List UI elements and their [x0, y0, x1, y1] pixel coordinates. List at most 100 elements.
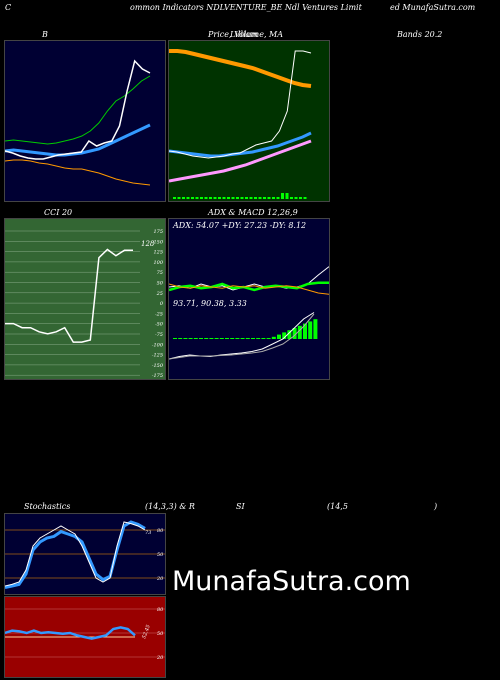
- rsi-last-value: 52.45: [141, 624, 152, 640]
- volume-bar: [191, 197, 194, 199]
- cci-tick-label: -150: [152, 363, 164, 369]
- macd-histogram-bar: [277, 334, 281, 339]
- macd-histogram-bar: [230, 338, 235, 339]
- volume-bar: [258, 197, 262, 199]
- macd-histogram-bar: [173, 338, 177, 339]
- price-long-ma: [169, 49, 312, 88]
- volume-bar: [267, 197, 271, 199]
- volume-bar: [245, 197, 248, 199]
- stoch-params: (14,3,3) & R: [145, 502, 195, 511]
- stoch-k-line: [5, 521, 146, 587]
- stoch-d-line: [5, 520, 146, 590]
- cci-tick-label: 125: [153, 250, 163, 256]
- macd-histogram-bar: [199, 338, 203, 339]
- bands-title-right: Bands 20.2: [397, 30, 443, 39]
- cci-tick-label: 0: [160, 301, 164, 307]
- macd-signal-line: [169, 313, 315, 360]
- rsi-close: ): [434, 502, 438, 511]
- rsi-panel: 80 50 20 52.45: [4, 596, 166, 678]
- rsi-params: (14,5: [327, 502, 348, 511]
- cci-tick-label: -50: [155, 322, 164, 328]
- volume-bar: [249, 197, 253, 199]
- volume-bar: [204, 197, 208, 199]
- volume-bar: [213, 197, 217, 199]
- volume-bar: [294, 197, 298, 199]
- stochastics-panel: 80 50 20 73: [4, 513, 166, 595]
- macd-histogram-bar: [313, 319, 318, 339]
- volume-bar: [186, 197, 190, 199]
- volume-bar: [281, 193, 284, 199]
- volume-bar: [218, 197, 221, 199]
- macd-histogram-bar: [219, 338, 224, 339]
- macd-histogram-bar: [235, 338, 240, 339]
- cci-tick-label: 100: [153, 260, 163, 266]
- price-overlay: Lilliam: [230, 30, 258, 39]
- rsi-title: SI: [236, 502, 245, 511]
- volume-bar: [231, 197, 235, 199]
- volume-bar: [236, 197, 239, 199]
- volume-bar: [182, 197, 185, 199]
- cci-tick-label: -75: [155, 332, 163, 338]
- volume-bar: [173, 197, 176, 199]
- volume-bar: [209, 197, 212, 199]
- macd-histogram-bar: [193, 338, 198, 339]
- volume-bar: [227, 197, 230, 199]
- bollinger-bands-panel: [4, 40, 166, 202]
- macd-histogram-bar: [266, 338, 271, 339]
- volume-bar: [263, 197, 266, 199]
- volume-bar: [272, 197, 275, 199]
- volume-bar: [285, 193, 289, 199]
- bollinger-bands-chart: [5, 59, 151, 186]
- macd-histogram-bar: [183, 338, 188, 339]
- watermark: MunafaSutra.com: [172, 566, 411, 597]
- volume-bar: [195, 197, 199, 199]
- adx-macd-panel: ADX: 54.07 +DY: 27.23 -DY: 8.12 93.71, 9…: [168, 218, 330, 380]
- bb-lower-band: [5, 159, 151, 186]
- macd-histogram-bar: [251, 338, 255, 339]
- cci-title: CCI 20: [44, 208, 73, 217]
- volume-bar: [299, 197, 302, 199]
- stoch-last-value: 73: [145, 530, 151, 536]
- macd-histogram-bar: [282, 332, 287, 339]
- price-volume-panel: [168, 40, 330, 202]
- cci-tick-label: 25: [156, 291, 163, 297]
- macd-histogram-bar: [287, 330, 292, 339]
- macd-histogram-bar: [214, 338, 219, 339]
- price-line: [169, 50, 312, 159]
- macd-histogram-bar: [292, 328, 297, 339]
- macd-histogram-bar: [188, 338, 193, 339]
- macd-line: [169, 312, 315, 360]
- stoch-tick-label: 20: [156, 576, 164, 582]
- cci-tick-label: 175: [153, 229, 163, 235]
- cci-panel: 175 150 125 100 75 50 25 0 -25 -50 -75 -100 -125 -150…: [4, 218, 166, 380]
- volume-bar: [276, 197, 280, 199]
- cci-tick-label: -100: [152, 342, 164, 348]
- volume-bar: [177, 197, 181, 199]
- minus-dy-line: [169, 283, 329, 295]
- header-right: ed MunafaSutra.com: [390, 3, 476, 12]
- macd-histogram-bar: [261, 338, 266, 339]
- adx-macd-chart: [169, 266, 329, 360]
- macd-histogram-bar: [240, 338, 245, 339]
- rsi-tick-label: 50: [157, 631, 164, 637]
- cci-tick-label: -175: [152, 373, 163, 379]
- price-volume-chart: [169, 49, 312, 199]
- price-title: Price, Volume, MA: [208, 30, 284, 39]
- stoch-tick-label: 80: [157, 528, 164, 534]
- macd-histogram-bar: [178, 338, 183, 339]
- macd-histogram-bar: [308, 321, 313, 339]
- stochastics-chart: 80 50 20 73: [5, 520, 165, 590]
- header-left: C: [5, 3, 12, 12]
- adx-title: ADX & MACD 12,26,9: [208, 208, 298, 217]
- macd-histogram-bar: [204, 338, 209, 339]
- bands-title: B: [42, 30, 48, 39]
- macd-histogram-bar: [245, 338, 250, 339]
- cci-line: [5, 248, 133, 343]
- macd-values: 93.71, 90.38, 3.33: [173, 299, 247, 308]
- header-center: ommon Indicators NDLVENTURE_BE Ndl Ventu…: [130, 3, 362, 12]
- rsi-tick-label: 20: [156, 655, 164, 661]
- volume-bar: [240, 197, 244, 199]
- cci-tick-label: -125: [152, 353, 163, 359]
- stoch-title: Stochastics: [24, 502, 71, 511]
- volume-bar: [290, 197, 293, 199]
